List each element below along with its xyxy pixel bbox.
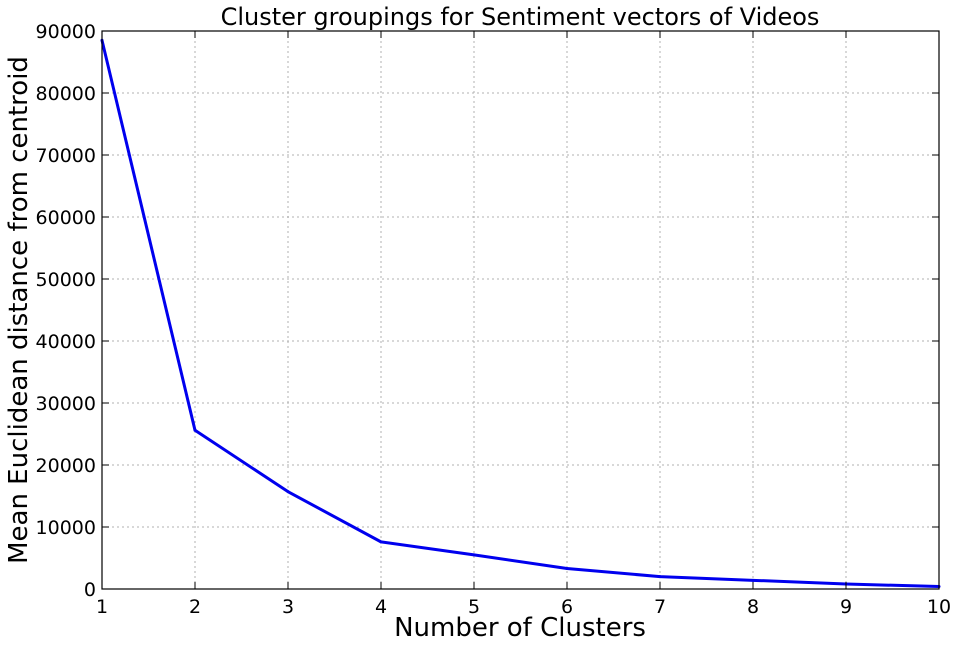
x-tick-label: 6 — [561, 596, 573, 618]
data-point — [751, 578, 755, 582]
data-point — [472, 553, 476, 557]
y-tick-label: 50000 — [36, 269, 96, 291]
data-point — [565, 567, 569, 571]
x-tick-label: 10 — [927, 596, 951, 618]
x-tick-label: 3 — [282, 596, 294, 618]
data-point — [286, 490, 290, 494]
x-tick-label: 8 — [747, 596, 759, 618]
y-axis-title: Mean Euclidean distance from centroid — [4, 56, 34, 564]
y-tick-label: 80000 — [36, 83, 96, 105]
data-point — [379, 540, 383, 544]
x-tick-label: 2 — [189, 596, 201, 618]
x-tick-label: 4 — [375, 596, 387, 618]
series-layer — [100, 38, 941, 589]
data-point — [193, 428, 197, 432]
grid-layer — [101, 30, 940, 590]
y-tick-label: 20000 — [36, 455, 96, 477]
y-tick-label: 0 — [84, 579, 96, 601]
y-tick-label: 70000 — [36, 145, 96, 167]
y-tick-label: 90000 — [36, 21, 96, 43]
x-tick-label: 1 — [96, 596, 108, 618]
series-line — [100, 39, 940, 589]
data-point — [658, 575, 662, 579]
y-tick-label: 30000 — [36, 393, 96, 415]
y-tick-label: 40000 — [36, 331, 96, 353]
chart-title: Cluster groupings for Sentiment vectors … — [221, 3, 820, 31]
tick-layer: 1 2 3 4 5 6 7 8 9 10 0 10000 20000 30000 40000 50000 600… — [36, 21, 952, 618]
plot-area-frame — [101, 30, 940, 590]
x-tick-label: 7 — [654, 596, 666, 618]
x-tick-label: 5 — [468, 596, 480, 618]
x-tick-label: 9 — [840, 596, 852, 618]
y-tick-label: 60000 — [36, 207, 96, 229]
x-axis-title: Number of Clusters — [394, 613, 646, 643]
y-tick-label: 10000 — [36, 517, 96, 539]
